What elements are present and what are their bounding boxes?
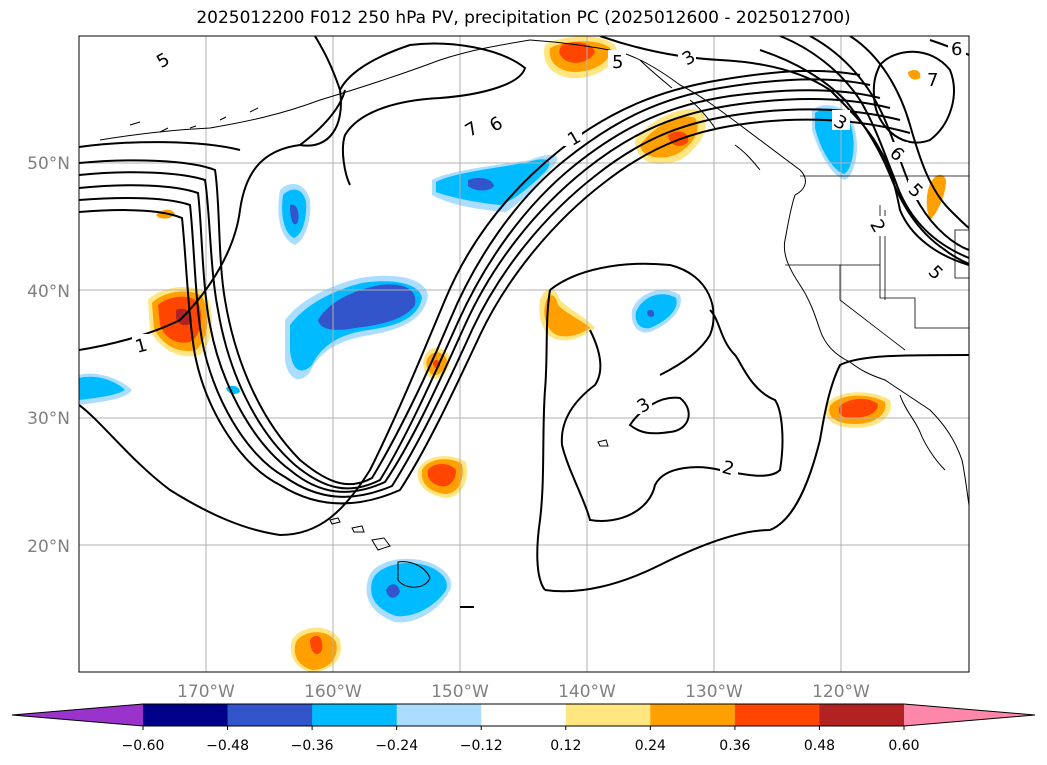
contour-label: 1 <box>133 335 149 358</box>
colorbar-tick-label: 0.36 <box>719 738 750 754</box>
lon-labels: 170°W 160°W 150°W 140°W 130°W 120°W <box>177 682 870 702</box>
lat-labels: 20°N 30°N 40°N 50°N <box>27 154 70 557</box>
lat-label: 20°N <box>27 537 70 557</box>
lon-label: 170°W <box>177 682 235 702</box>
map-title: 2025012200 F012 250 hPa PV, precipitatio… <box>196 8 851 28</box>
colorbar-swatch <box>819 704 905 726</box>
colorbar-swatch <box>565 704 651 726</box>
colorbar: −0.60 −0.48 −0.36 −0.24 −0.12 0.12 0.24 0.36 0.4… <box>11 703 1036 754</box>
colorbar-swatch <box>143 704 229 726</box>
colorbar-swatch <box>650 704 736 726</box>
lon-label: 160°W <box>304 682 362 702</box>
lon-label: 150°W <box>431 682 489 702</box>
pv-contours <box>79 36 969 593</box>
contour-label: 5 <box>612 52 623 73</box>
contour-label: 6 <box>951 39 962 60</box>
contour-labels: 5 5 3 7 6 1 3 6 5 7 6 5 2 1 <box>132 38 966 480</box>
lon-label: 130°W <box>685 682 743 702</box>
colorbar-swatch <box>396 704 482 726</box>
colorbar-extend-min <box>12 704 143 726</box>
borders <box>785 175 969 351</box>
colorbar-swatch <box>312 704 398 726</box>
hawaii-islands <box>329 439 609 608</box>
gridlines <box>79 36 969 672</box>
lon-label: 120°W <box>812 682 870 702</box>
colorbar-tick-label: −0.48 <box>206 738 249 754</box>
lon-label: 140°W <box>558 682 616 702</box>
lat-label: 40°N <box>27 282 70 302</box>
colorbar-swatch <box>481 704 567 726</box>
colorbar-swatch <box>734 704 820 726</box>
colorbar-tick-label: 0.24 <box>635 738 666 754</box>
colorbar-extend-max <box>904 704 1035 726</box>
colorbar-swatch <box>227 704 313 726</box>
colorbar-tick-label: −0.24 <box>375 738 418 754</box>
contour-label: 7 <box>927 70 938 91</box>
colorbar-tick-label: −0.12 <box>460 738 503 754</box>
contour-label: 2 <box>720 457 736 480</box>
lat-label: 30°N <box>27 409 70 429</box>
colorbar-tick-label: 0.60 <box>888 738 919 754</box>
colorbar-tick-label: −0.36 <box>291 738 334 754</box>
colorbar-tick-label: 0.48 <box>804 738 835 754</box>
colorbar-tick-label: 0.12 <box>550 738 581 754</box>
plot-frame <box>78 35 970 673</box>
colorbar-tick-label: −0.60 <box>122 738 165 754</box>
lat-label: 50°N <box>27 154 70 174</box>
precipitation-shading <box>79 36 946 672</box>
